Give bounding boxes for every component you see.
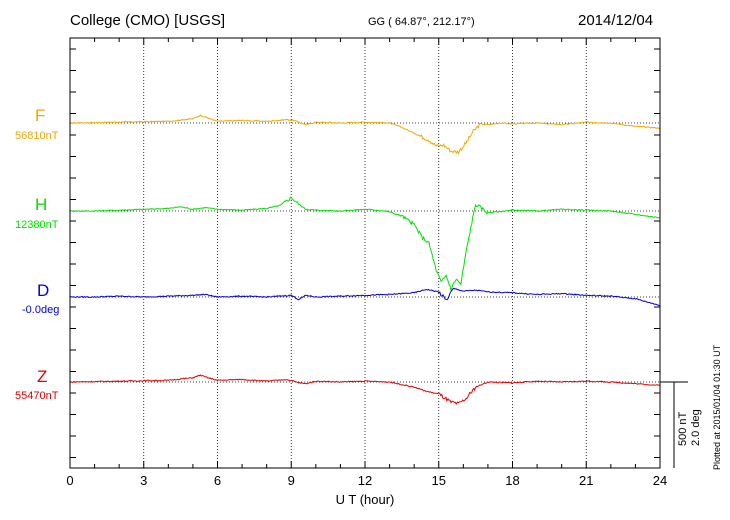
series-line-h xyxy=(69,196,661,291)
x-tick-label: 24 xyxy=(653,473,667,488)
x-tick-label: 21 xyxy=(579,473,593,488)
series-line-f xyxy=(70,114,661,155)
x-tick-label: 0 xyxy=(66,473,73,488)
station-coordinates: GG ( 64.87°, 212.17°) xyxy=(368,16,475,28)
x-tick-label: 9 xyxy=(288,473,295,488)
channel-f-baseline: 56810nT xyxy=(15,130,59,142)
channel-f-label: F xyxy=(35,106,46,125)
channel-h-label: H xyxy=(35,195,48,214)
x-tick-label: 12 xyxy=(358,473,372,488)
series-line-z xyxy=(69,374,661,405)
chart-title: College (CMO) [USGS] xyxy=(70,12,226,29)
channel-h-baseline: 12380nT xyxy=(15,219,59,231)
x-tick-label: 15 xyxy=(432,473,446,488)
chart-date: 2014/12/04 xyxy=(578,12,654,29)
plot-frame xyxy=(69,37,661,469)
x-tick-label: 6 xyxy=(214,473,221,488)
series-line-d xyxy=(69,287,661,307)
scale-deg-label: 2.0 deg xyxy=(690,409,702,446)
x-tick-label: 18 xyxy=(505,473,519,488)
channel-d-label: D xyxy=(37,281,50,300)
channel-d-baseline: -0.0deg xyxy=(22,304,60,316)
x-axis-label: U T (hour) xyxy=(336,492,395,507)
channel-z-baseline: 55470nT xyxy=(15,390,59,402)
channel-z-label: Z xyxy=(37,367,48,386)
plotted-timestamp: Plotted at 2015/01/04 01:30 UT xyxy=(712,344,722,470)
scale-nt-label: 500 nT xyxy=(677,411,689,446)
x-tick-label: 3 xyxy=(140,473,147,488)
